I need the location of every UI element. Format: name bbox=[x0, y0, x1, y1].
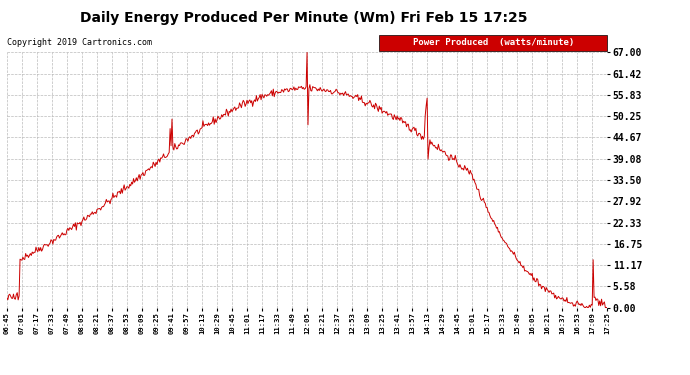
Text: Power Produced  (watts/minute): Power Produced (watts/minute) bbox=[413, 39, 574, 48]
FancyBboxPatch shape bbox=[379, 34, 607, 51]
Text: Daily Energy Produced Per Minute (Wm) Fri Feb 15 17:25: Daily Energy Produced Per Minute (Wm) Fr… bbox=[80, 11, 527, 25]
Text: Copyright 2019 Cartronics.com: Copyright 2019 Cartronics.com bbox=[7, 38, 152, 47]
